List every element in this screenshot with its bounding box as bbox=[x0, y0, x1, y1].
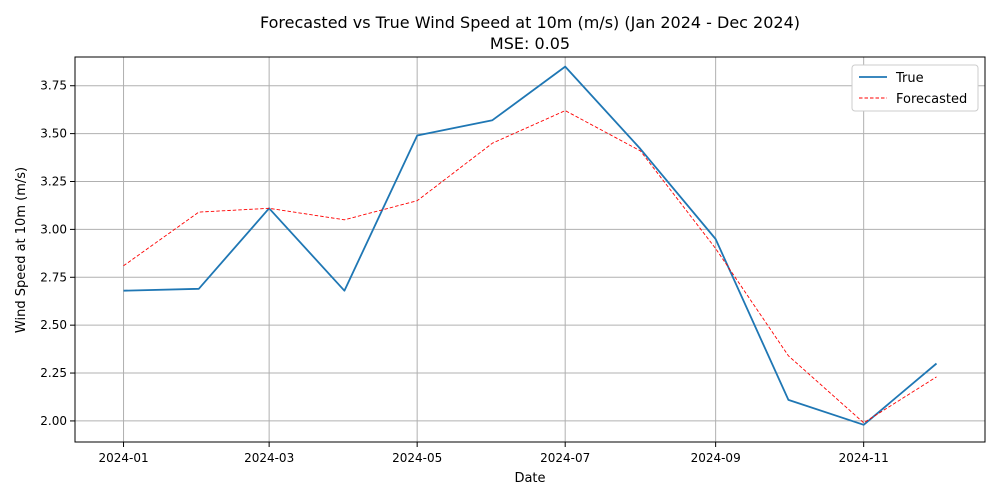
y-tick-label: 2.00 bbox=[40, 414, 67, 428]
y-axis-ticks: 2.00 2.25 2.50 2.75 3.00 3.25 3.50 3.75 bbox=[40, 79, 75, 428]
y-tick-label: 2.25 bbox=[40, 366, 67, 380]
legend-label-forecasted: Forecasted bbox=[896, 92, 967, 107]
chart-title: Forecasted vs True Wind Speed at 10m (m/… bbox=[260, 13, 800, 32]
grid bbox=[75, 57, 985, 442]
legend: True Forecasted bbox=[851, 64, 979, 112]
x-axis-ticks: 2024-01 2024-03 2024-05 2024-07 2024-09 2024-… bbox=[98, 442, 889, 465]
chart-subtitle: MSE: 0.05 bbox=[490, 34, 570, 53]
y-tick-label: 3.50 bbox=[40, 127, 67, 141]
y-tick-label: 3.75 bbox=[40, 79, 67, 93]
series-line-forecasted bbox=[123, 110, 937, 424]
legend-label-true: True bbox=[895, 71, 924, 86]
series-lines bbox=[123, 65, 938, 426]
x-axis-label: Date bbox=[514, 471, 545, 486]
series-line-true bbox=[123, 65, 938, 426]
y-axis-label: Wind Speed at 10m (m/s) bbox=[14, 167, 29, 333]
x-tick-label: 2024-09 bbox=[691, 451, 741, 465]
x-tick-label: 2024-07 bbox=[540, 451, 590, 465]
x-tick-label: 2024-03 bbox=[244, 451, 294, 465]
y-tick-label: 2.75 bbox=[40, 270, 67, 284]
x-tick-label: 2024-01 bbox=[98, 451, 148, 465]
y-tick-label: 2.50 bbox=[40, 318, 67, 332]
plot-frame bbox=[74, 56, 986, 443]
x-tick-label: 2024-11 bbox=[839, 451, 889, 465]
y-tick-label: 3.00 bbox=[40, 222, 67, 236]
y-tick-label: 3.25 bbox=[40, 175, 67, 189]
x-tick-label: 2024-05 bbox=[392, 451, 442, 465]
